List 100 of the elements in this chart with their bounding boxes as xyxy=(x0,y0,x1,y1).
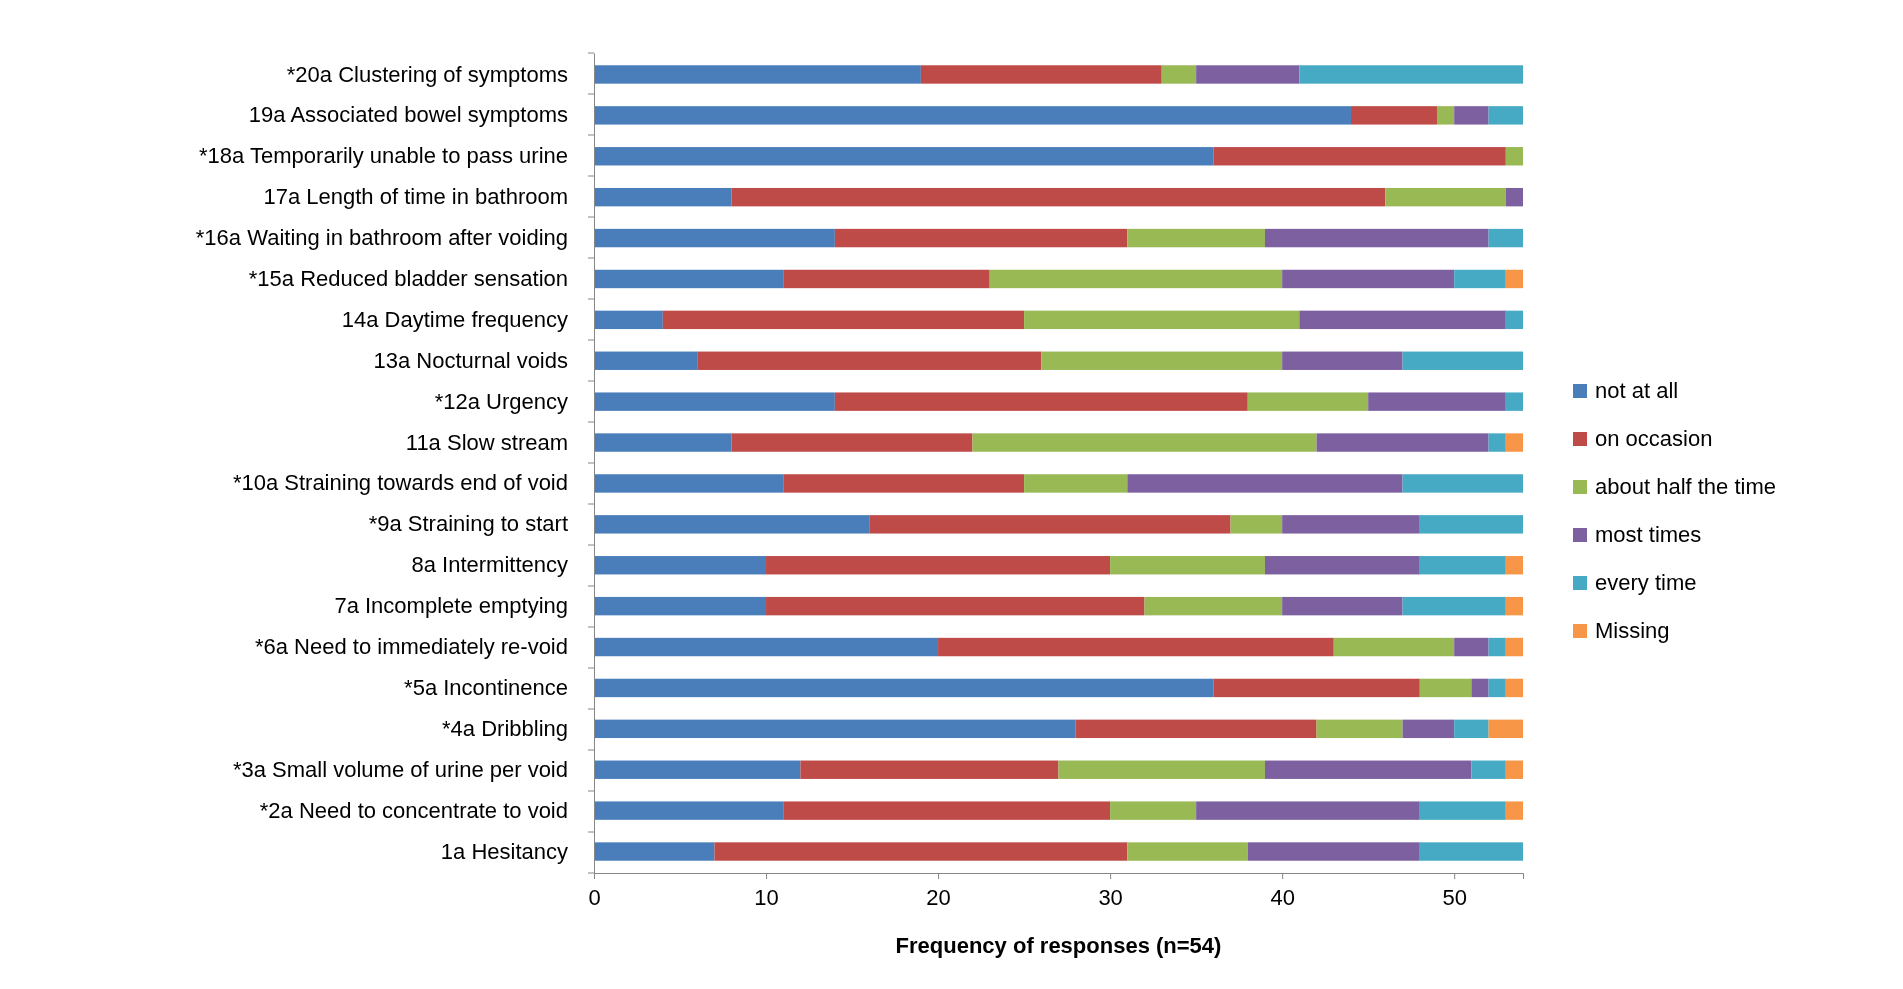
y-tick-label: 14a Daytime frequency xyxy=(341,306,568,332)
y-tick-label: 17a Length of time in bathroom xyxy=(263,184,568,210)
bar xyxy=(1196,65,1300,84)
y-tick-label: 11a Slow stream xyxy=(405,429,568,455)
bar xyxy=(1505,801,1523,820)
bar xyxy=(1471,760,1506,779)
x-axis-title: Frequency of responses (n=54) xyxy=(895,933,1222,958)
legend-label: not at all xyxy=(1595,378,1679,403)
y-tick-label: *3a Small volume of urine per void xyxy=(232,756,568,782)
bar xyxy=(594,65,921,84)
bar xyxy=(972,433,1317,452)
legend-label: every time xyxy=(1595,570,1697,595)
bar xyxy=(1419,556,1506,575)
x-tick-label: 20 xyxy=(926,884,951,910)
bar xyxy=(1024,310,1300,330)
bar xyxy=(662,310,1025,330)
x-tick-label: 40 xyxy=(1270,884,1295,910)
y-tick-label: *9a Straining to start xyxy=(368,511,568,537)
bar xyxy=(594,637,939,657)
bar xyxy=(1282,269,1455,289)
bar xyxy=(1385,187,1506,207)
bar xyxy=(834,392,1248,411)
bar xyxy=(1505,637,1523,657)
bar xyxy=(1402,719,1455,739)
bar xyxy=(1127,842,1248,861)
bar xyxy=(1075,719,1317,739)
bar xyxy=(594,106,1351,125)
bar xyxy=(1110,556,1265,575)
bar xyxy=(731,433,973,452)
bar xyxy=(594,474,784,493)
bar xyxy=(783,269,990,289)
bar xyxy=(1419,678,1472,698)
bar xyxy=(1144,596,1283,616)
y-tick-label: *16a Waiting in bathroom after voiding xyxy=(195,225,568,251)
bar xyxy=(594,187,732,207)
bar xyxy=(1454,269,1506,289)
x-tick-label: 30 xyxy=(1098,884,1123,910)
bar xyxy=(714,842,1128,861)
x-tick-label: 10 xyxy=(754,884,779,910)
bar xyxy=(1505,187,1523,207)
legend-label: on occasion xyxy=(1595,426,1713,451)
bar xyxy=(920,65,1162,84)
bar xyxy=(1505,147,1523,166)
bar xyxy=(1436,106,1455,125)
bar xyxy=(1488,637,1506,657)
y-tick-label: *6a Need to immediately re-void xyxy=(254,634,568,660)
bar xyxy=(1454,106,1489,125)
bar xyxy=(594,719,1076,739)
bar xyxy=(938,637,1334,657)
bar xyxy=(594,515,870,534)
y-tick-label: *4a Dribbling xyxy=(442,715,568,741)
bar xyxy=(594,596,767,616)
bar xyxy=(594,678,1214,698)
bar xyxy=(594,556,767,575)
bar xyxy=(594,433,732,452)
bar xyxy=(800,760,1059,779)
bar xyxy=(1161,65,1197,84)
bar xyxy=(1419,842,1523,861)
bar xyxy=(1488,678,1506,698)
bar xyxy=(1419,515,1523,534)
y-tick-label: 19a Associated bowel symptoms xyxy=(248,102,568,128)
y-tick-label: *20a Clustering of symptoms xyxy=(286,61,568,87)
bar xyxy=(1316,433,1489,452)
bar xyxy=(1333,637,1455,657)
bar xyxy=(1454,637,1489,657)
bar xyxy=(1299,310,1506,330)
bar xyxy=(1282,596,1403,616)
bar xyxy=(1505,269,1523,289)
bar xyxy=(1488,106,1523,125)
bar xyxy=(869,515,1231,534)
x-tick-label: 50 xyxy=(1442,884,1467,910)
bar xyxy=(594,392,835,411)
bar xyxy=(783,474,1025,493)
bar xyxy=(1282,351,1403,370)
bar xyxy=(594,842,715,861)
legend-label: about half the time xyxy=(1595,474,1777,499)
legend-label: most times xyxy=(1595,522,1702,547)
bar xyxy=(1299,65,1523,84)
legend-label: Missing xyxy=(1595,618,1670,643)
bar xyxy=(766,556,1111,575)
bar xyxy=(1213,678,1420,698)
bar xyxy=(1041,351,1283,370)
bar xyxy=(1505,678,1523,698)
y-tick-label: 13a Nocturnal voids xyxy=(373,347,568,373)
bar xyxy=(1058,760,1265,779)
bar xyxy=(594,351,698,370)
bar xyxy=(594,269,784,289)
bar xyxy=(731,187,1386,207)
bar xyxy=(1505,433,1523,452)
y-tick-label: *5a Incontinence xyxy=(404,674,568,700)
bar xyxy=(989,269,1283,289)
bar xyxy=(1264,760,1472,779)
bar xyxy=(1110,801,1197,820)
bar xyxy=(1247,392,1369,411)
bar xyxy=(594,310,663,330)
y-tick-label: *12a Urgency xyxy=(434,388,568,414)
bar xyxy=(1454,719,1489,739)
bar xyxy=(1471,678,1489,698)
y-tick-label: *2a Need to concentrate to void xyxy=(259,797,568,823)
bar xyxy=(783,801,1111,820)
